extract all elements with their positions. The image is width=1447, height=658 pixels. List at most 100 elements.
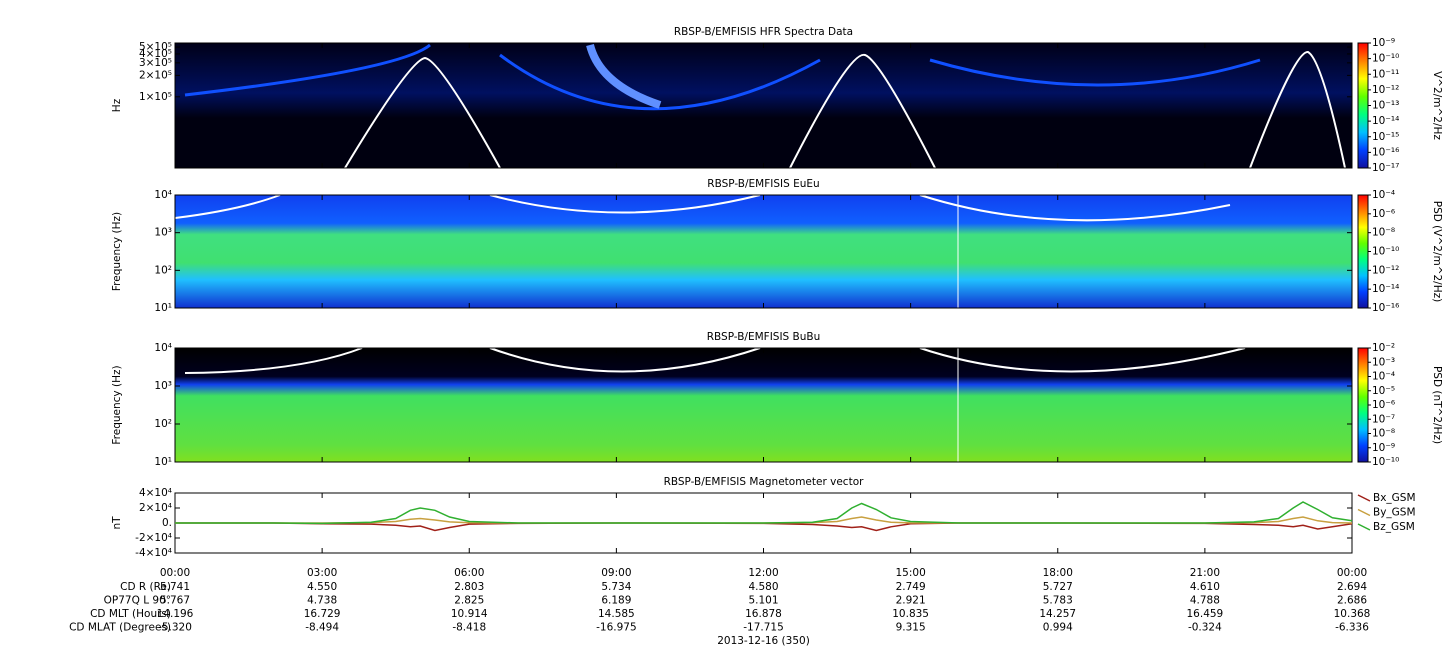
ephemeris-value: 4.788 <box>1190 595 1220 607</box>
ephemeris-value: 2.825 <box>454 595 484 607</box>
x-tick-label: 06:00 <box>454 567 484 579</box>
y-axis-label: Frequency (Hz) <box>111 212 123 291</box>
colorbar-tick-label: 10⁻¹⁵ <box>1372 131 1399 143</box>
ephemeris-value: 5.783 <box>1043 595 1073 607</box>
y-tick-label: 10³ <box>154 227 172 239</box>
y-tick-label: 10¹ <box>154 302 172 314</box>
ephemeris-value: 4.550 <box>307 581 337 593</box>
chart-title: RBSP-B/EMFISIS BuBu <box>707 331 821 343</box>
colorbar-tick-label: 10⁻¹⁰ <box>1372 53 1399 65</box>
x-axis-label: 2013-12-16 (350) <box>717 635 810 647</box>
ephemeris-label: OP77Q L 90° <box>104 595 171 607</box>
x-tick-label: 00:00 <box>160 567 190 579</box>
legend-swatch <box>1357 494 1371 502</box>
ephemeris-label: CD MLT (Hours) <box>90 608 171 620</box>
chart-title: RBSP-B/EMFISIS Magnetometer vector <box>664 476 865 488</box>
y-axis-label: Hz <box>111 98 123 112</box>
ephemeris-value: 2.686 <box>1337 595 1367 607</box>
y-tick-label: 0. <box>162 517 172 529</box>
colorbar-tick-label: 10⁻¹⁴ <box>1372 115 1399 127</box>
colorbar-tick-label: 10⁻⁸ <box>1372 428 1395 440</box>
ephemeris-value: -17.715 <box>743 622 784 634</box>
ephemeris-value: 4.738 <box>307 595 337 607</box>
colorbar-tick-label: 10⁻⁶ <box>1372 399 1395 411</box>
colorbar-tick-label: 10⁻⁴ <box>1372 189 1395 201</box>
x-tick-label: 09:00 <box>601 567 631 579</box>
ephemeris-value: -5.320 <box>158 622 192 634</box>
y-tick-label: 2×10⁴ <box>139 502 172 514</box>
y-tick-label: 4×10⁵ <box>139 48 172 60</box>
colorbar <box>1357 347 1369 463</box>
colorbar-tick-label: 10⁻¹⁷ <box>1372 162 1399 174</box>
colorbar-tick-label: 10⁻¹² <box>1372 264 1399 276</box>
colorbar-label: PSD (nT^2/Hz) <box>1431 366 1443 444</box>
colorbar-tick-label: 10⁻⁹ <box>1372 37 1395 49</box>
ephemeris-value: 16.459 <box>1187 608 1224 620</box>
ephemeris-value: 2.749 <box>896 581 926 593</box>
ephemeris-value: 10.368 <box>1334 608 1371 620</box>
ephemeris-label: CD R (Re) <box>120 581 171 593</box>
spectrogram-image <box>174 43 1352 462</box>
x-tick-label: 18:00 <box>1043 567 1073 579</box>
y-axis-label: nT <box>111 516 123 530</box>
y-tick-label: 10² <box>154 264 172 276</box>
ephemeris-value: 9.315 <box>896 622 926 634</box>
colorbar-tick-label: 10⁻⁸ <box>1372 227 1395 239</box>
legend-label: Bz_GSM <box>1373 521 1415 533</box>
legend-label: Bx_GSM <box>1373 492 1416 504</box>
colorbar-tick-label: 10⁻¹¹ <box>1372 68 1399 80</box>
colorbar-tick-label: 10⁻⁹ <box>1372 442 1395 454</box>
ephemeris-value: 5.741 <box>160 581 190 593</box>
ephemeris-value: 5.734 <box>601 581 631 593</box>
data-line <box>175 501 1353 525</box>
legend-swatch <box>1357 523 1371 531</box>
y-tick-label: 1×10⁵ <box>139 91 172 103</box>
ephemeris-value: 10.914 <box>451 608 488 620</box>
legend-swatch <box>1357 508 1371 517</box>
colorbar-tick-label: 10⁻¹³ <box>1372 100 1399 112</box>
y-tick-label: 5×10⁵ <box>139 41 172 53</box>
ephemeris-value: 2.694 <box>1337 581 1367 593</box>
y-tick-label: 4×10⁴ <box>139 487 172 499</box>
ephemeris-value: 10.835 <box>892 608 929 620</box>
x-tick-label: 00:00 <box>1337 567 1367 579</box>
ephemeris-value: 4.610 <box>1190 581 1220 593</box>
ephemeris-value: 2.921 <box>896 595 926 607</box>
colorbar-tick-label: 10⁻¹⁴ <box>1372 283 1399 295</box>
colorbar-label: PSD (V^2/m^2/Hz) <box>1431 201 1443 302</box>
x-tick-label: 12:00 <box>748 567 778 579</box>
ephemeris-value: 14.257 <box>1039 608 1076 620</box>
ephemeris-value: 0.994 <box>1043 622 1073 634</box>
colorbar-tick-label: 10⁻⁷ <box>1372 413 1395 425</box>
y-tick-label: 10² <box>154 418 172 430</box>
y-tick-label: 10⁴ <box>154 189 172 201</box>
colorbar-tick-label: 10⁻⁶ <box>1372 208 1395 220</box>
chart-title: RBSP-B/EMFISIS HFR Spectra Data <box>674 26 853 38</box>
ephemeris-value: 6.189 <box>601 595 631 607</box>
y-tick-label: -2×10⁴ <box>135 532 172 544</box>
colorbar-tick-label: 10⁻⁴ <box>1372 371 1395 383</box>
legend-label: By_GSM <box>1373 507 1416 519</box>
colorbar-tick-label: 10⁻¹⁶ <box>1372 146 1399 158</box>
y-tick-label: -4×10⁴ <box>135 547 172 559</box>
colorbar <box>1357 194 1369 309</box>
ephemeris-value: -8.418 <box>452 622 486 634</box>
x-tick-label: 21:00 <box>1190 567 1220 579</box>
y-tick-label: 3×10⁵ <box>139 57 172 69</box>
y-tick-label: 10¹ <box>154 456 172 468</box>
ephemeris-value: 4.580 <box>748 581 778 593</box>
colorbar-tick-label: 10⁻¹² <box>1372 84 1399 96</box>
ephemeris-value: 16.729 <box>304 608 341 620</box>
y-axis-label: Frequency (Hz) <box>111 365 123 444</box>
colorbar-tick-label: 10⁻³ <box>1372 356 1395 368</box>
chart-title: RBSP-B/EMFISIS EuEu <box>707 178 819 190</box>
ephemeris-value: -8.494 <box>305 622 339 634</box>
ephemeris-value: -6.336 <box>1335 622 1369 634</box>
ephemeris-value: 5.101 <box>748 595 778 607</box>
data-line <box>175 522 1353 532</box>
ephemeris-value: 5.767 <box>160 595 190 607</box>
ephemeris-value: 14.196 <box>157 608 194 620</box>
ephemeris-value: 5.727 <box>1043 581 1073 593</box>
ephemeris-value: 2.803 <box>454 581 484 593</box>
